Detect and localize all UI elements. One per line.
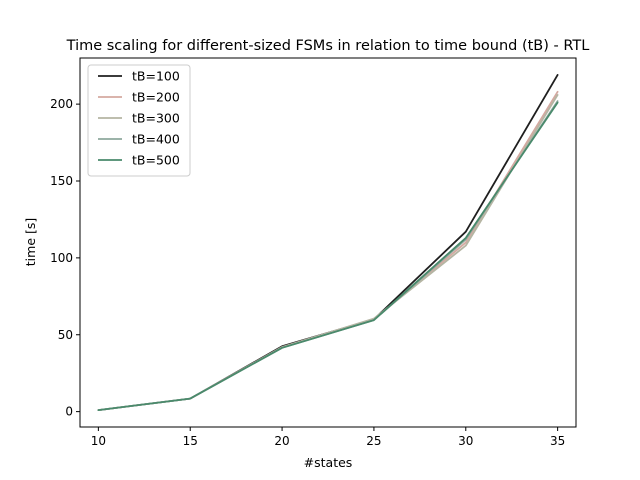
x-tick-label: 15: [183, 434, 198, 448]
x-tick-label: 25: [366, 434, 381, 448]
legend-box: [87, 64, 191, 177]
y-tick-label: 100: [50, 251, 73, 265]
x-tick-label: 30: [458, 434, 473, 448]
x-axis-ticks: 10 15 20 25 30 35: [91, 427, 565, 448]
y-tick-label: 50: [58, 328, 73, 342]
series-lines: [97, 74, 559, 412]
y-tick-label: 0: [65, 405, 73, 419]
plot-frame: [79, 57, 577, 428]
y-axis-ticks: 0 50 100 150 200: [50, 97, 80, 419]
x-tick-label: 35: [550, 434, 565, 448]
legend-label: tB=500: [132, 153, 180, 168]
legend-label: tB=400: [132, 132, 180, 147]
legend-label: tB=300: [132, 111, 180, 126]
x-axis-label: #states: [304, 455, 353, 470]
legend-label: tB=100: [132, 69, 180, 84]
chart-title: Time scaling for different-sized FSMs in…: [66, 38, 590, 54]
legend-label: tB=200: [132, 90, 180, 105]
y-tick-label: 150: [50, 174, 73, 188]
x-tick-label: 20: [274, 434, 289, 448]
y-axis-label: time [s]: [23, 218, 38, 266]
x-tick-label: 10: [91, 434, 106, 448]
y-tick-label: 200: [50, 97, 73, 111]
legend: tB=100 tB=200 tB=300 tB=400 tB=500: [87, 64, 191, 177]
series-line-tb-500: [97, 101, 559, 412]
